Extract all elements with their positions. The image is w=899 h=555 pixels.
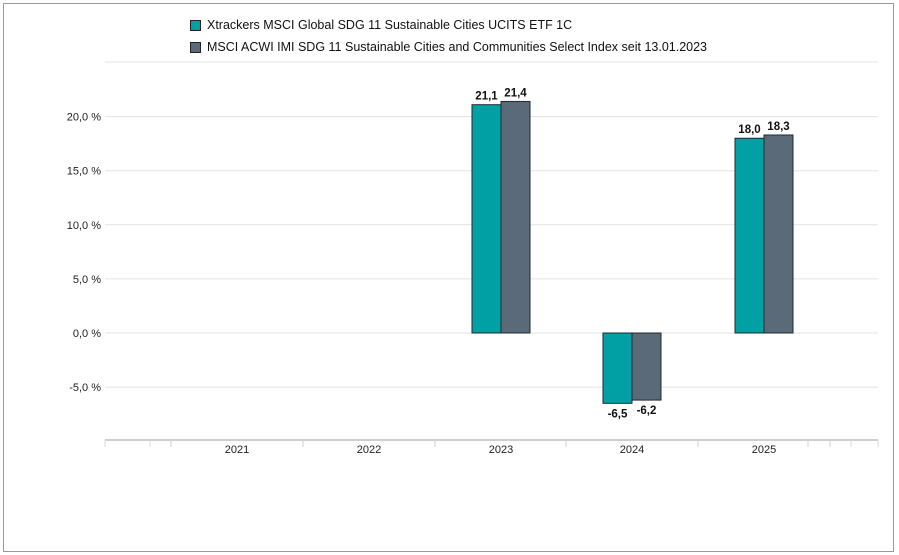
data-label: -6,2 — [637, 405, 657, 417]
legend-item-index: MSCI ACWI IMI SDG 11 Sustainable Cities … — [190, 36, 707, 58]
bar — [471, 104, 502, 334]
legend-swatch-index — [190, 41, 201, 53]
bar — [631, 332, 662, 401]
x-tick-label: 2022 — [357, 444, 381, 456]
data-label: 21,1 — [475, 91, 498, 103]
bar — [763, 134, 794, 334]
x-tick-label: 2021 — [225, 444, 249, 456]
bar — [602, 332, 633, 404]
legend: Xtrackers MSCI Global SDG 11 Sustainable… — [190, 14, 707, 58]
bar — [500, 100, 531, 334]
x-tick-label: 2025 — [752, 444, 776, 456]
legend-swatch-fund — [190, 19, 201, 31]
y-tick-label: -5,0 % — [69, 382, 101, 394]
y-tick-label: 10,0 % — [67, 220, 101, 232]
x-tick-label: 2024 — [620, 444, 644, 456]
x-tick-label: 2023 — [489, 444, 513, 456]
y-tick-label: 20,0 % — [67, 112, 101, 124]
legend-label-fund: Xtrackers MSCI Global SDG 11 Sustainable… — [207, 18, 573, 32]
y-tick-label: 0,0 % — [73, 328, 101, 340]
y-tick-label: 15,0 % — [67, 166, 101, 178]
data-label: 21,4 — [504, 87, 527, 99]
legend-label-index: MSCI ACWI IMI SDG 11 Sustainable Cities … — [207, 40, 707, 54]
data-label: 18,0 — [738, 124, 760, 136]
bar — [734, 137, 765, 334]
legend-item-fund: Xtrackers MSCI Global SDG 11 Sustainable… — [190, 14, 707, 36]
data-label: -6,5 — [608, 408, 628, 420]
y-tick-label: 5,0 % — [73, 274, 101, 286]
data-label: 18,3 — [767, 121, 789, 133]
